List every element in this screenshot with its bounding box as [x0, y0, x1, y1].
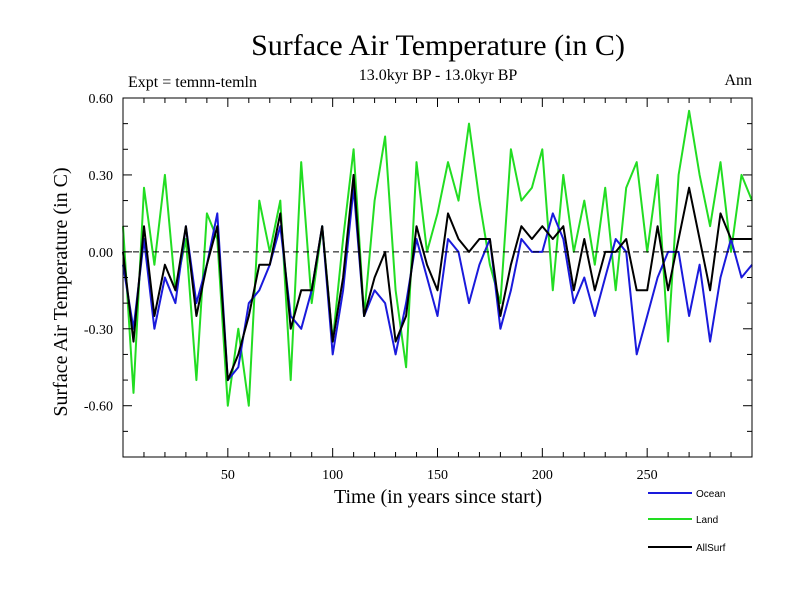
legend-label: AllSurf — [696, 543, 726, 554]
x-tick-label: 100 — [322, 468, 343, 483]
x-tick-label: 50 — [221, 468, 235, 483]
y-axis-label: Surface Air Temperature (in C) — [50, 167, 72, 416]
legend-label: Ocean — [696, 489, 725, 500]
plot-frame — [122, 97, 753, 458]
y-tick-label: -0.60 — [84, 400, 113, 415]
y-tick-label: -0.30 — [84, 323, 113, 338]
y-tick-label: 0.60 — [89, 92, 114, 107]
series-layer — [122, 109, 753, 407]
x-tick-label: 150 — [427, 468, 448, 483]
experiment-label: Expt = temnn-temln — [128, 74, 257, 91]
x-tick-label: 250 — [637, 468, 658, 483]
y-tick-label: 0.30 — [89, 169, 114, 184]
legend-item-allsurf: AllSurf — [648, 543, 726, 554]
legend: Ocean Land AllSurf — [648, 489, 726, 554]
legend-item-land: Land — [648, 515, 718, 526]
season-label: Ann — [724, 72, 752, 89]
chart-title: Surface Air Temperature (in C) — [251, 29, 625, 62]
x-tick-label: 200 — [532, 468, 553, 483]
series-line-land — [122, 109, 753, 407]
legend-item-ocean: Ocean — [648, 489, 725, 500]
axis-ticks: 50 100 150 200 250 0.60 0.30 0.00 -0.30 -0.60 — [84, 92, 752, 483]
chart-subtitle: 13.0kyr BP - 13.0kyr BP — [359, 67, 518, 84]
x-axis-label: Time (in years since start) — [334, 486, 542, 508]
y-tick-label: 0.00 — [89, 246, 114, 261]
series-line-allsurf — [122, 173, 752, 382]
legend-label: Land — [696, 515, 718, 526]
